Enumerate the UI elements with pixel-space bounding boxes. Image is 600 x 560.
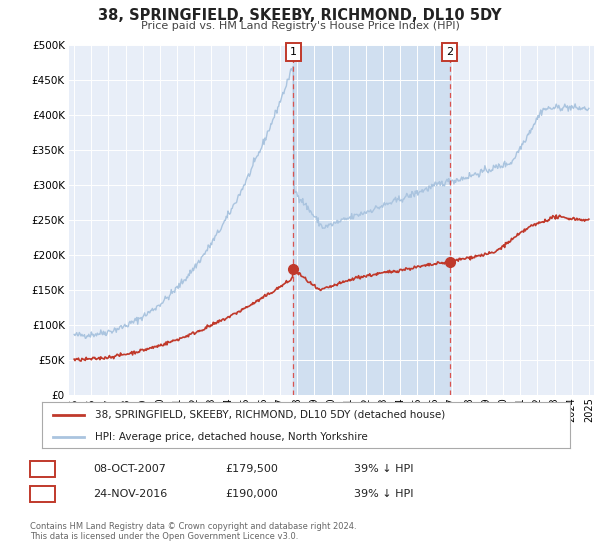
Text: HPI: Average price, detached house, North Yorkshire: HPI: Average price, detached house, Nort… — [95, 432, 368, 441]
Text: 39% ↓ HPI: 39% ↓ HPI — [354, 464, 413, 474]
Text: £190,000: £190,000 — [225, 489, 278, 499]
Text: This data is licensed under the Open Government Licence v3.0.: This data is licensed under the Open Gov… — [30, 532, 298, 541]
Text: 2: 2 — [39, 489, 46, 499]
Text: £179,500: £179,500 — [225, 464, 278, 474]
Text: 39% ↓ HPI: 39% ↓ HPI — [354, 489, 413, 499]
Text: 38, SPRINGFIELD, SKEEBY, RICHMOND, DL10 5DY: 38, SPRINGFIELD, SKEEBY, RICHMOND, DL10 … — [98, 8, 502, 24]
Text: Contains HM Land Registry data © Crown copyright and database right 2024.: Contains HM Land Registry data © Crown c… — [30, 522, 356, 531]
Text: 2: 2 — [446, 47, 454, 57]
Text: 38, SPRINGFIELD, SKEEBY, RICHMOND, DL10 5DY (detached house): 38, SPRINGFIELD, SKEEBY, RICHMOND, DL10 … — [95, 410, 445, 420]
Text: 08-OCT-2007: 08-OCT-2007 — [93, 464, 166, 474]
Text: Price paid vs. HM Land Registry's House Price Index (HPI): Price paid vs. HM Land Registry's House … — [140, 21, 460, 31]
Text: 24-NOV-2016: 24-NOV-2016 — [93, 489, 167, 499]
Text: 1: 1 — [39, 464, 46, 474]
Text: 1: 1 — [290, 47, 297, 57]
Bar — [293, 45, 450, 395]
